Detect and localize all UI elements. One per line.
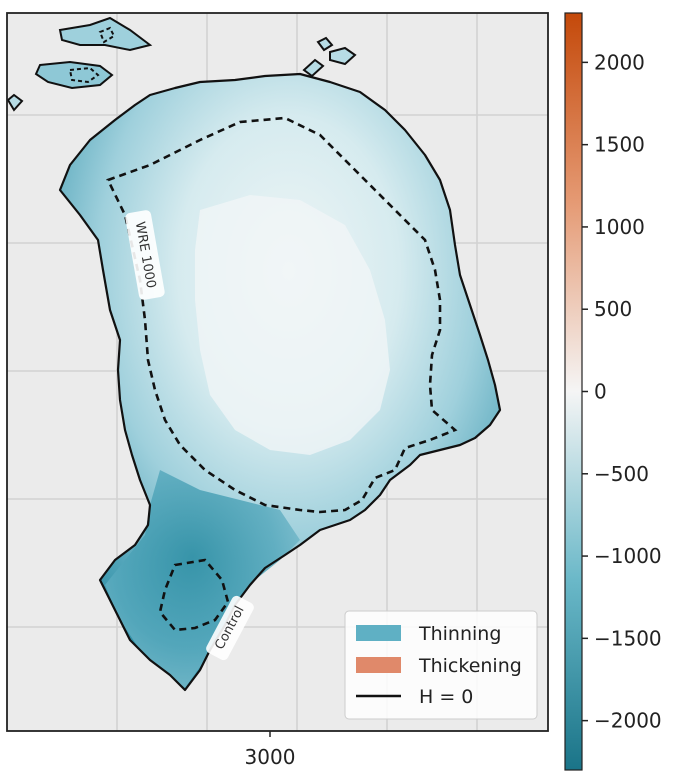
colorbar-tick-label: 500 <box>594 297 632 321</box>
colorbar-bar <box>564 12 583 771</box>
island <box>329 46 357 66</box>
island <box>58 16 153 52</box>
contour-label-bg <box>206 595 254 661</box>
colorbar-tick-label: −1500 <box>594 626 662 650</box>
island <box>302 58 325 78</box>
legend-label-thinning: Thinning <box>418 623 501 645</box>
island <box>7 93 24 112</box>
island <box>34 60 114 90</box>
legend-label-thickening: Thickening <box>418 655 522 677</box>
colorbar-tick-label: −2000 <box>594 709 662 733</box>
legend: Thinning Thickening H = 0 <box>344 610 538 720</box>
colorbar-tick-label: −1000 <box>594 544 662 568</box>
legend-swatch-thinning <box>356 625 401 641</box>
x-axis: 3000 <box>245 731 296 769</box>
island-dashed <box>98 26 116 44</box>
colorbar-tick-label: 1000 <box>594 215 645 239</box>
control-contour <box>158 558 230 632</box>
plot-frame <box>6 12 549 732</box>
legend-label-h0: H = 0 <box>419 686 473 708</box>
x-tick-label: 3000 <box>245 745 296 769</box>
contour-label-wre: WRE 1000 <box>125 210 165 300</box>
colorbar-ticks: 2000 1500 1000 500 0 −500 −1000 −1500 −2000 <box>582 50 662 733</box>
colorbar-tick-label: −500 <box>594 462 649 486</box>
ice-thinning-south <box>105 470 300 688</box>
ice-interior <box>195 195 390 455</box>
h0-contour <box>58 72 502 692</box>
colorbar: 2000 1500 1000 500 0 −500 −1000 −1500 −2000 <box>564 12 662 771</box>
colorbar-tick-label: 1500 <box>594 133 645 157</box>
plot-area: WRE 1000 Control Thinning Thickening H =… <box>6 12 549 732</box>
colorbar-tick-label: 2000 <box>594 50 645 74</box>
island-dashed <box>68 66 100 84</box>
island <box>316 36 334 52</box>
legend-swatch-thickening <box>356 657 401 673</box>
wre-1000-contour <box>106 116 458 514</box>
contour-label-bg <box>125 210 165 300</box>
colorbar-tick-label: 0 <box>594 380 607 404</box>
